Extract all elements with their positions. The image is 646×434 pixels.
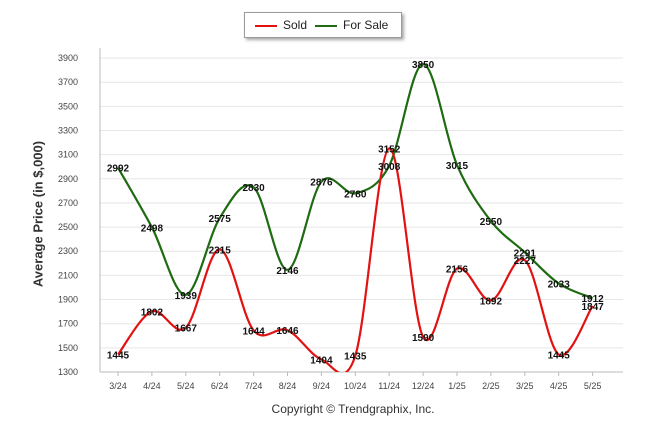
x-tick-label: 1/25 <box>448 381 466 391</box>
series-line-for-sale <box>117 62 594 300</box>
data-label-for-sale: 2780 <box>344 189 367 200</box>
x-tick-label: 3/24 <box>109 381 127 391</box>
data-label-for-sale: 2992 <box>107 164 130 175</box>
y-tick-label: 3700 <box>58 77 78 87</box>
y-tick-label: 2100 <box>58 270 78 280</box>
y-tick-label: 3500 <box>58 101 78 111</box>
legend-forsale-label: For Sale <box>343 18 389 32</box>
y-tick-label: 2500 <box>58 222 78 232</box>
data-label-sold: 1404 <box>310 355 333 366</box>
y-tick-label: 1500 <box>58 343 78 353</box>
y-tick-label: 1300 <box>58 367 78 377</box>
data-label-sold: 1892 <box>480 297 503 308</box>
data-label-sold: 1445 <box>548 350 571 361</box>
data-label-for-sale: 2550 <box>480 217 503 228</box>
data-label-for-sale: 2876 <box>310 178 333 189</box>
data-label-for-sale: 2575 <box>209 214 232 225</box>
data-label-for-sale: 3850 <box>412 60 435 71</box>
x-tick-label: 12/24 <box>412 381 435 391</box>
y-axis-title: Average Price (in $,000) <box>30 140 46 288</box>
x-tick-label: 6/24 <box>211 381 229 391</box>
data-label-sold: 1646 <box>276 326 299 337</box>
data-label-sold: 1445 <box>107 350 130 361</box>
data-label-for-sale: 2146 <box>276 266 299 277</box>
legend-sold-label: Sold <box>283 18 308 32</box>
legend: Sold For Sale <box>244 12 402 38</box>
x-tick-label: 10/24 <box>344 381 367 391</box>
data-label-for-sale: 1939 <box>175 291 198 302</box>
x-tick-label: 5/24 <box>177 381 195 391</box>
copyright-text: Copyright © Trendgraphix, Inc. <box>271 402 435 416</box>
y-tick-label: 3300 <box>58 125 78 135</box>
x-tick-label: 3/25 <box>516 381 534 391</box>
y-tick-label: 1900 <box>58 295 78 305</box>
x-tick-label: 8/24 <box>279 381 297 391</box>
y-tick-label: 1700 <box>58 319 78 329</box>
data-label-for-sale: 1912 <box>581 294 604 305</box>
y-tick-label: 2700 <box>58 198 78 208</box>
x-tick-label: 4/25 <box>550 381 568 391</box>
data-label-sold: 1644 <box>242 326 265 337</box>
legend-sold-swatch <box>255 25 277 27</box>
y-tick-label: 3900 <box>58 53 78 63</box>
y-tick-label: 2300 <box>58 246 78 256</box>
x-tick-label: 2/25 <box>482 381 500 391</box>
data-label-for-sale: 2033 <box>548 279 571 290</box>
x-tick-label: 11/24 <box>378 381 400 391</box>
y-tick-label: 2900 <box>58 174 78 184</box>
data-label-sold: 1667 <box>175 324 198 335</box>
data-label-for-sale: 2291 <box>514 248 537 259</box>
legend-forsale-swatch <box>315 25 337 27</box>
data-label-sold: 2156 <box>446 265 469 276</box>
data-label-sold: 1847 <box>581 302 604 313</box>
data-label-sold: 1435 <box>344 352 367 363</box>
data-label-sold: 1590 <box>412 333 435 344</box>
data-label-sold: 2227 <box>514 256 537 267</box>
x-tick-label: 5/25 <box>584 381 602 391</box>
x-tick-label: 9/24 <box>313 381 331 391</box>
data-label-sold: 2315 <box>209 245 232 256</box>
data-label-for-sale: 3008 <box>378 162 401 173</box>
data-label-for-sale: 2498 <box>141 223 164 234</box>
data-label-sold: 3152 <box>378 144 401 155</box>
x-tick-label: 7/24 <box>245 381 263 391</box>
data-label-for-sale: 2830 <box>242 183 265 194</box>
y-tick-label: 3100 <box>58 150 78 160</box>
series-line-sold <box>117 147 594 372</box>
data-label-for-sale: 3015 <box>446 161 469 172</box>
data-label-sold: 1802 <box>141 307 164 318</box>
x-tick-label: 4/24 <box>143 381 161 391</box>
